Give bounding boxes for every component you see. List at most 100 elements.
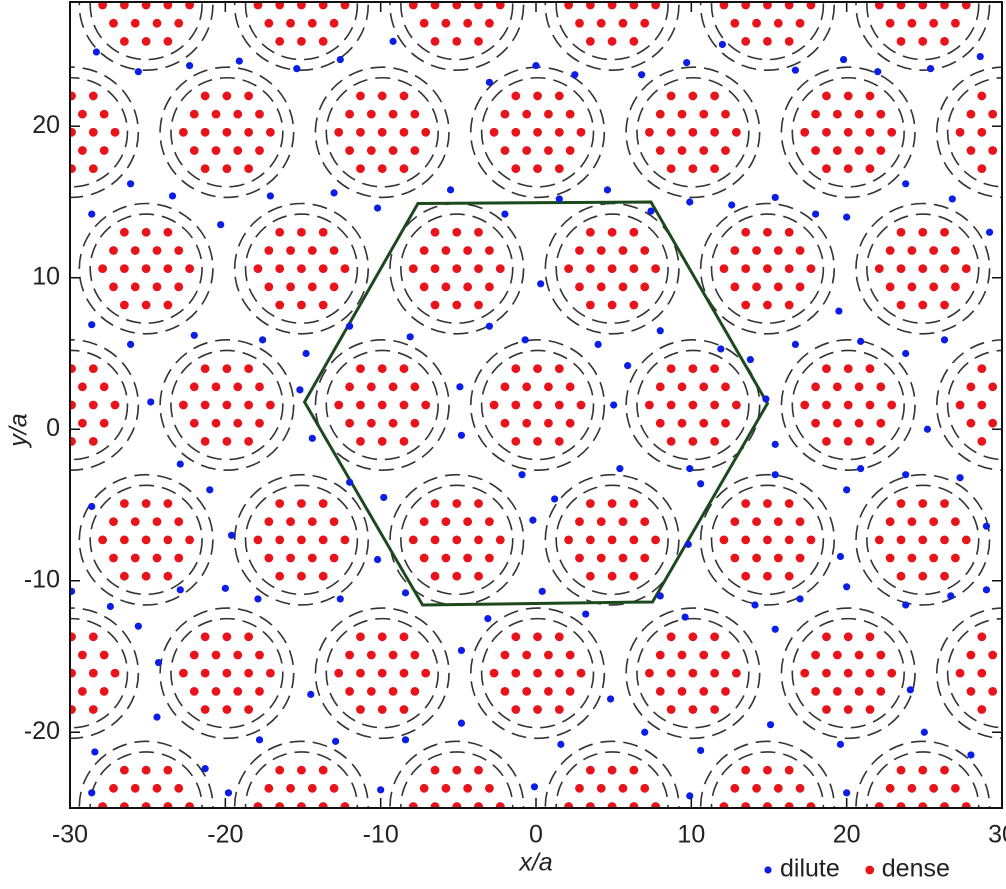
dense-point [185, 535, 195, 545]
dilute-point [683, 59, 691, 67]
dense-point [119, 499, 129, 508]
dense-point [966, 418, 976, 428]
dense-point [644, 668, 654, 678]
dense-point [286, 553, 295, 563]
cluster-circle [244, 2, 359, 61]
dense-point [174, 18, 184, 28]
dense-point [377, 436, 387, 446]
dense-point [575, 18, 584, 28]
dense-point [130, 517, 140, 527]
dense-point [178, 668, 188, 678]
dilute-point [603, 186, 612, 194]
dense-point [141, 765, 151, 775]
dense-point [784, 765, 794, 775]
cluster-circle [325, 617, 439, 729]
dense-point [408, 264, 418, 274]
dense-point [988, 650, 998, 660]
dense-point [141, 300, 151, 310]
dense-point [410, 146, 420, 155]
dense-point [452, 300, 462, 310]
cluster-circle [78, 202, 214, 335]
cluster-circle [70, 617, 129, 729]
dense-point [88, 127, 98, 137]
dense-point [763, 264, 772, 274]
dilute-point [594, 340, 602, 348]
dense-point [773, 553, 783, 563]
dense-point [544, 146, 553, 155]
dense-point [356, 364, 365, 374]
cluster-circle [699, 473, 836, 606]
dense-point [721, 109, 730, 119]
dense-point [618, 783, 628, 793]
dense-point [585, 300, 595, 310]
dilute-point [839, 55, 848, 64]
dense-point [152, 517, 162, 527]
dense-point [854, 382, 864, 392]
dense-point [640, 783, 650, 793]
dense-point [70, 127, 76, 137]
dilute-point [686, 198, 694, 206]
dilute-point [446, 186, 455, 194]
dense-point [721, 146, 730, 155]
dense-point [533, 91, 542, 101]
cluster-circle [866, 751, 980, 808]
dense-point [699, 109, 709, 119]
dilute-point [485, 322, 493, 330]
cluster-circle [159, 66, 295, 199]
dense-point [730, 246, 740, 255]
dense-point [865, 668, 875, 678]
dilute-point [843, 583, 851, 591]
dense-point [141, 802, 151, 808]
dilute-point [751, 601, 759, 609]
dense-point [189, 146, 199, 155]
dense-point [596, 517, 606, 527]
dilute-point [746, 355, 754, 364]
dense-point [441, 517, 451, 527]
dilute-point [762, 395, 770, 403]
dense-point [178, 127, 188, 137]
dense-point [522, 650, 532, 660]
dense-point [554, 400, 564, 410]
dense-point [644, 127, 654, 137]
dilute-point [948, 195, 956, 203]
dilute-point [926, 65, 935, 73]
dilute-point [457, 431, 466, 439]
dilute-point [906, 686, 914, 694]
dense-point [452, 535, 462, 545]
dense-point [377, 668, 387, 678]
cluster-circle [855, 740, 991, 808]
cluster-circle [78, 2, 214, 71]
dense-point [233, 146, 243, 155]
dense-point [977, 164, 987, 174]
dense-point [244, 127, 254, 137]
dense-point [966, 686, 976, 696]
cluster-circle [699, 2, 836, 71]
plot-area [70, 2, 1002, 808]
dense-point [222, 705, 232, 714]
dense-point [163, 227, 173, 237]
dense-point [988, 146, 998, 155]
dense-point [629, 36, 639, 46]
dense-point [318, 499, 328, 508]
dense-point [200, 91, 210, 101]
dense-point [730, 282, 740, 292]
dense-point [896, 535, 906, 545]
dense-point [565, 382, 575, 392]
dense-point [666, 127, 676, 137]
dense-point [275, 264, 285, 274]
dense-point [297, 499, 306, 508]
cluster-circle [89, 751, 203, 808]
dense-point [377, 400, 387, 410]
dense-point [489, 127, 499, 137]
dense-point [763, 535, 772, 545]
dense-point [244, 400, 254, 410]
cluster-circle [710, 213, 825, 324]
dense-point [907, 783, 917, 793]
dense-point [618, 282, 628, 292]
cluster-circle [78, 473, 214, 606]
dense-point [918, 300, 928, 310]
cluster-circle [70, 339, 140, 471]
dense-point [419, 553, 429, 563]
dense-point [896, 499, 906, 508]
dense-point [130, 18, 140, 28]
